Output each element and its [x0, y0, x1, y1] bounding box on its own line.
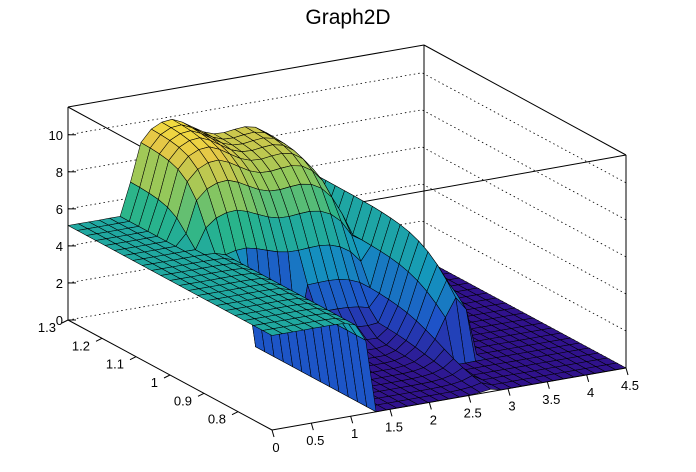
x-tick-label: 1.5 — [385, 419, 403, 434]
z-tick-label: 2 — [56, 276, 63, 291]
y-tick — [129, 356, 137, 361]
x-tick — [625, 367, 629, 376]
y-tick — [163, 374, 171, 379]
z-tick-label: 6 — [56, 202, 63, 217]
x-axis-line — [271, 367, 627, 431]
z-gridline — [67, 220, 627, 332]
chart-title: Graph2D — [305, 6, 390, 29]
x-tick-label: 0.5 — [306, 433, 324, 448]
x-tick-label: 4.5 — [621, 378, 639, 393]
x-tick-label: 2.5 — [464, 406, 482, 421]
x-tick-label: 3.5 — [542, 392, 560, 407]
x-tick — [468, 395, 472, 403]
y-tick-label: 1.2 — [72, 338, 90, 353]
z-tick-label: 10 — [49, 128, 63, 143]
y-tick-label: 0.9 — [174, 393, 192, 408]
y-tick-label: 1.1 — [106, 357, 124, 372]
y-tick — [197, 392, 205, 397]
y-tick-label: 1 — [151, 375, 158, 390]
x-tick — [586, 374, 590, 383]
x-tick — [350, 416, 354, 424]
z-tick-label: 8 — [56, 165, 63, 180]
x-tick — [546, 381, 550, 389]
z-gridline — [67, 72, 627, 184]
x-tick-label: 4 — [587, 385, 594, 400]
x-tick — [310, 422, 314, 431]
x-tick-label: 1 — [351, 426, 358, 441]
surface-mesh — [67, 119, 627, 413]
y-tick — [95, 337, 103, 342]
axis-ticks: 0 0.5 1 1.5 2 2.5 3 3.5 4 4.50.80.911.11.21.3 0246… — [38, 128, 639, 455]
x-tick-label: 3 — [508, 399, 515, 414]
x-tick — [428, 402, 432, 410]
z-tick-label: 4 — [56, 239, 63, 254]
z-gridline — [67, 183, 627, 295]
x-tick — [389, 409, 393, 417]
z-gridline — [67, 109, 627, 221]
x-tick — [271, 429, 275, 438]
y-tick — [61, 319, 69, 324]
x-tick-label: 2 — [430, 412, 437, 427]
surface-cell — [262, 328, 283, 336]
z-gridline — [67, 146, 627, 258]
z-tick-label: 0 — [56, 313, 63, 328]
y-tick — [231, 411, 239, 416]
y-tick-label: 1.3 — [38, 320, 56, 335]
y-tick-label: 0.8 — [208, 412, 226, 427]
x-tick — [507, 388, 511, 396]
x-tick-label: 0 — [272, 440, 279, 455]
